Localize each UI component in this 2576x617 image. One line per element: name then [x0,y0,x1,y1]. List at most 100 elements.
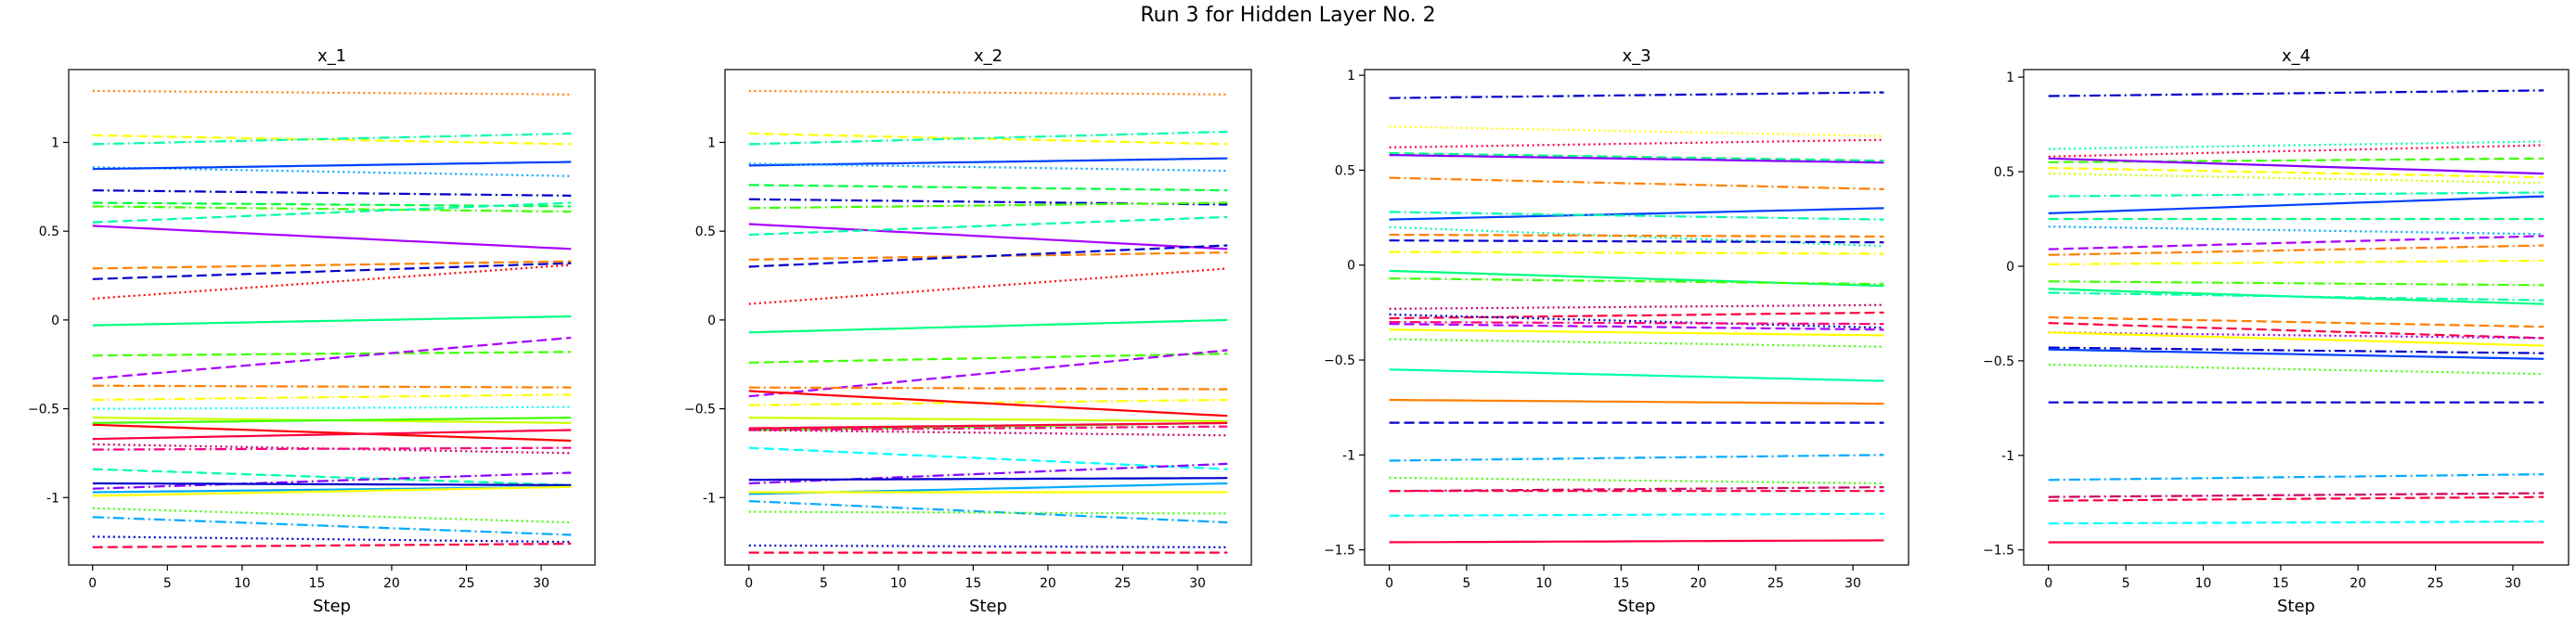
series-line-3 [748,130,1228,146]
plot-frame [2023,69,2570,566]
series-line-16 [92,336,572,380]
series-line-33 [92,535,572,544]
series-line-8 [2048,191,2544,198]
y-tick-label: 1 [2006,71,2014,85]
x-tick-label: 5 [820,576,828,591]
series-line-17 [92,384,572,389]
series-line-13 [748,267,1228,305]
series-line-14 [1389,277,1884,286]
series-line-22 [92,423,572,443]
subplot-title: x_4 [2282,46,2311,66]
x-tick-label: 10 [890,576,907,591]
y-tick-label: −0.5 [1983,354,2014,369]
y-tick-label: 0.5 [695,225,716,239]
series-line-29 [2048,520,2544,525]
series-line-18 [1389,321,1884,326]
x-tick-label: 15 [2272,576,2289,591]
plot-frame [68,69,596,566]
series-group [2048,89,2544,544]
subplot-title: x_1 [317,46,346,66]
series-group [92,89,572,548]
series-line-12 [92,262,572,280]
series-group [1389,91,1884,544]
subplot-x4: 0 5 10 15 20 25 30 −1.5 -1 −0.5 0 0.5 1 x_4 Step [1983,46,2570,616]
series-line-2 [748,132,1228,146]
subplot-title: x_2 [974,46,1003,66]
x-tick-label: 20 [383,576,400,591]
series-line-2 [1389,125,1884,137]
series-line-4 [92,166,572,177]
series-line-3 [2048,144,2544,158]
series-line-24 [2048,363,2544,376]
series-line-26 [748,462,1228,485]
series-line-31 [92,507,572,524]
series-line-10 [1389,233,1884,238]
series-line-11 [1389,239,1884,244]
series-line-20 [1389,323,1884,331]
x-tick-label: 20 [1040,576,1056,591]
x-tick-label: 30 [533,576,550,591]
series-line-19 [2048,322,2544,340]
series-line-3 [1389,138,1884,148]
y-tick-label: 1 [1347,69,1355,84]
x-axis-label: Step [1618,597,1656,616]
x-axis-label: Step [313,597,351,616]
y-tick-label: 0 [2006,260,2014,275]
series-line-4 [748,157,1228,167]
x-tick-label: 5 [2122,576,2130,591]
series-line-25 [1389,454,1884,462]
x-tick-label: 5 [1462,576,1470,591]
x-tick-label: 30 [1845,576,1861,591]
series-line-15 [92,351,572,357]
x-tick-label: 20 [2349,576,2366,591]
y-tick-label: −0.5 [28,403,59,418]
series-line-6 [92,189,572,197]
y-tick-label: -1 [703,491,716,506]
x-tick-label: 0 [744,576,753,591]
x-tick-label: 25 [459,576,475,591]
x-tick-label: 0 [88,576,97,591]
y-tick-label: -1 [46,491,59,506]
series-line-34 [92,542,572,548]
series-line-7 [1389,207,1884,221]
series-line-2 [2048,140,2544,150]
y-tick-label: 1 [707,135,716,150]
series-line-27 [2048,495,2544,502]
y-tick-label: 1 [51,135,59,150]
series-line-21 [92,417,572,424]
y-tick-label: 0 [51,314,59,328]
series-line-1 [92,89,572,96]
x-tick-label: 30 [1189,576,1206,591]
x-tick-label: 15 [964,576,981,591]
series-line-24 [92,443,572,455]
series-line-30 [1389,539,1884,544]
subplot-title: x_3 [1622,46,1650,66]
series-line-5 [748,162,1228,173]
x-tick-label: 25 [1115,576,1132,591]
series-line-6 [748,184,1228,192]
series-line-17 [2048,291,2544,302]
series-line-20 [748,417,1228,423]
series-line-19 [92,405,572,410]
series-line-23 [2048,348,2544,360]
series-line-5 [92,161,572,171]
series-line-16 [1389,311,1884,320]
series-line-30 [92,485,572,497]
y-tick-label: 0.5 [1994,165,2014,180]
x-tick-label: 10 [234,576,251,591]
series-line-8 [92,205,572,213]
series-line-21 [2048,331,2544,347]
y-tick-label: -1 [1342,448,1355,463]
series-line-3 [92,132,572,146]
series-line-15 [1389,303,1884,310]
x-tick-label: 10 [2195,576,2212,591]
series-line-11 [2048,225,2544,236]
series-line-20 [2048,331,2544,340]
series-line-28 [2048,492,2544,498]
series-line-5 [1389,154,1884,164]
x-tick-label: 5 [163,576,172,591]
y-tick-label: −1.5 [1324,544,1355,559]
series-group [748,89,1228,554]
subplot-x1: 0 5 10 15 20 25 30 -1 −0.5 0 0.5 1 x_1 Step [28,46,596,616]
